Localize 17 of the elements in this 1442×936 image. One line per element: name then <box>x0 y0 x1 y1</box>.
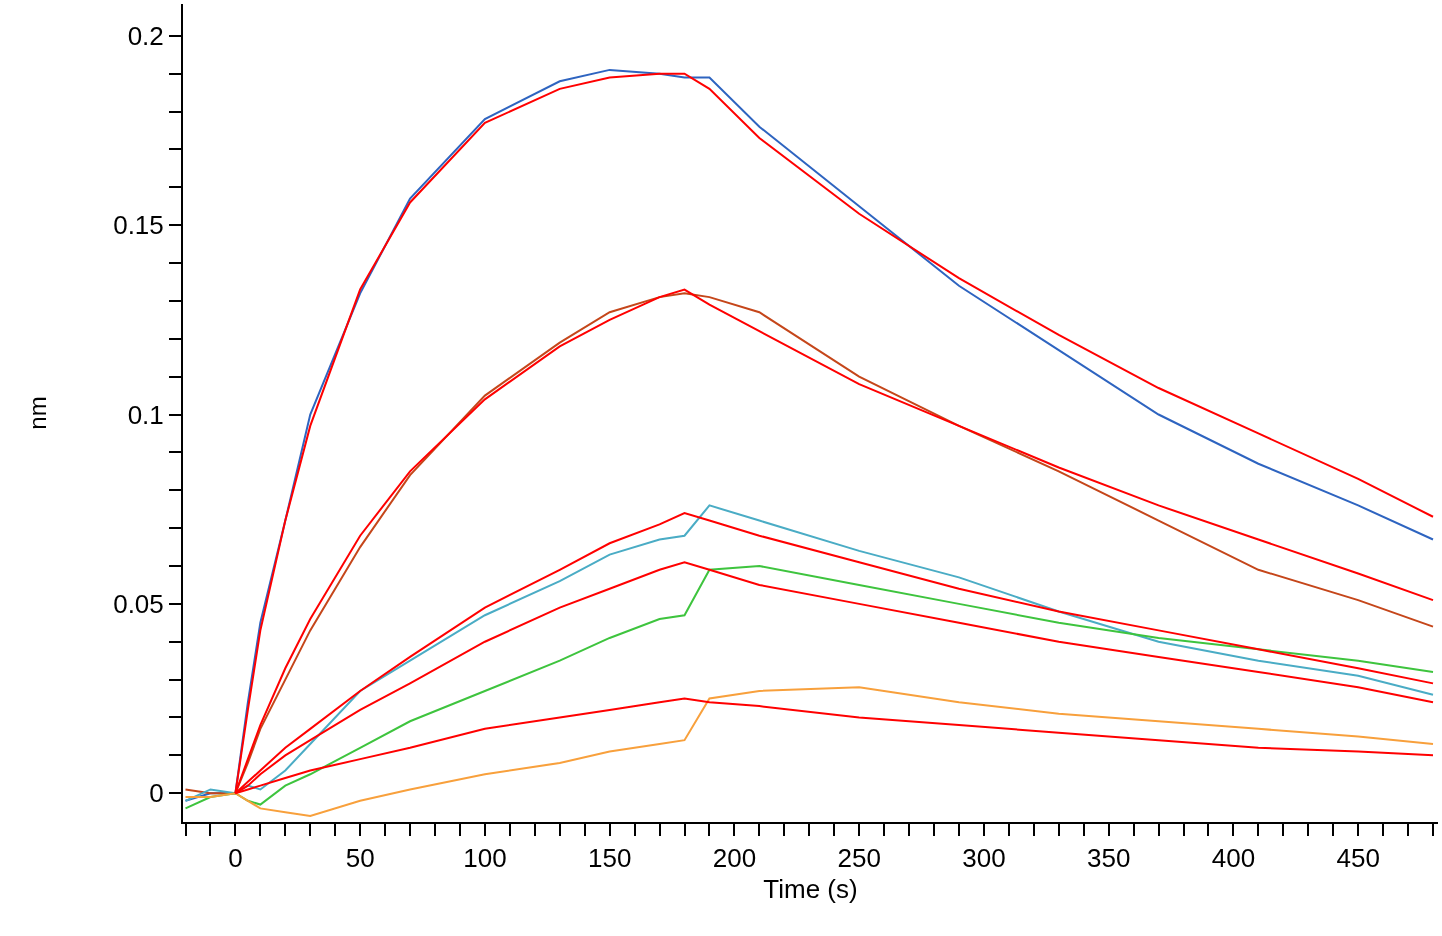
x-axis-title: Time (s) <box>763 874 858 905</box>
x-tick-label: 200 <box>712 843 757 874</box>
x-tick-label: 300 <box>962 843 1006 874</box>
y-tick-label: 0.2 <box>127 20 164 51</box>
x-tick-label: 450 <box>1336 843 1380 874</box>
y-tick-label: 0 <box>149 778 164 809</box>
x-tick-label: 100 <box>463 843 507 874</box>
y-tick-label: 0.15 <box>113 210 164 241</box>
x-tick-label: 150 <box>587 843 632 874</box>
x-tick-label: 350 <box>1086 843 1131 874</box>
x-tick-label: 400 <box>1211 843 1256 874</box>
y-axis-title: nm <box>23 396 51 430</box>
y-tick-label: 0.05 <box>113 588 164 619</box>
x-tick-label: 0 <box>228 843 243 874</box>
y-tick-label: 0.1 <box>127 399 164 430</box>
x-tick-label: 50 <box>345 843 375 874</box>
x-tick-label: 250 <box>837 843 881 874</box>
